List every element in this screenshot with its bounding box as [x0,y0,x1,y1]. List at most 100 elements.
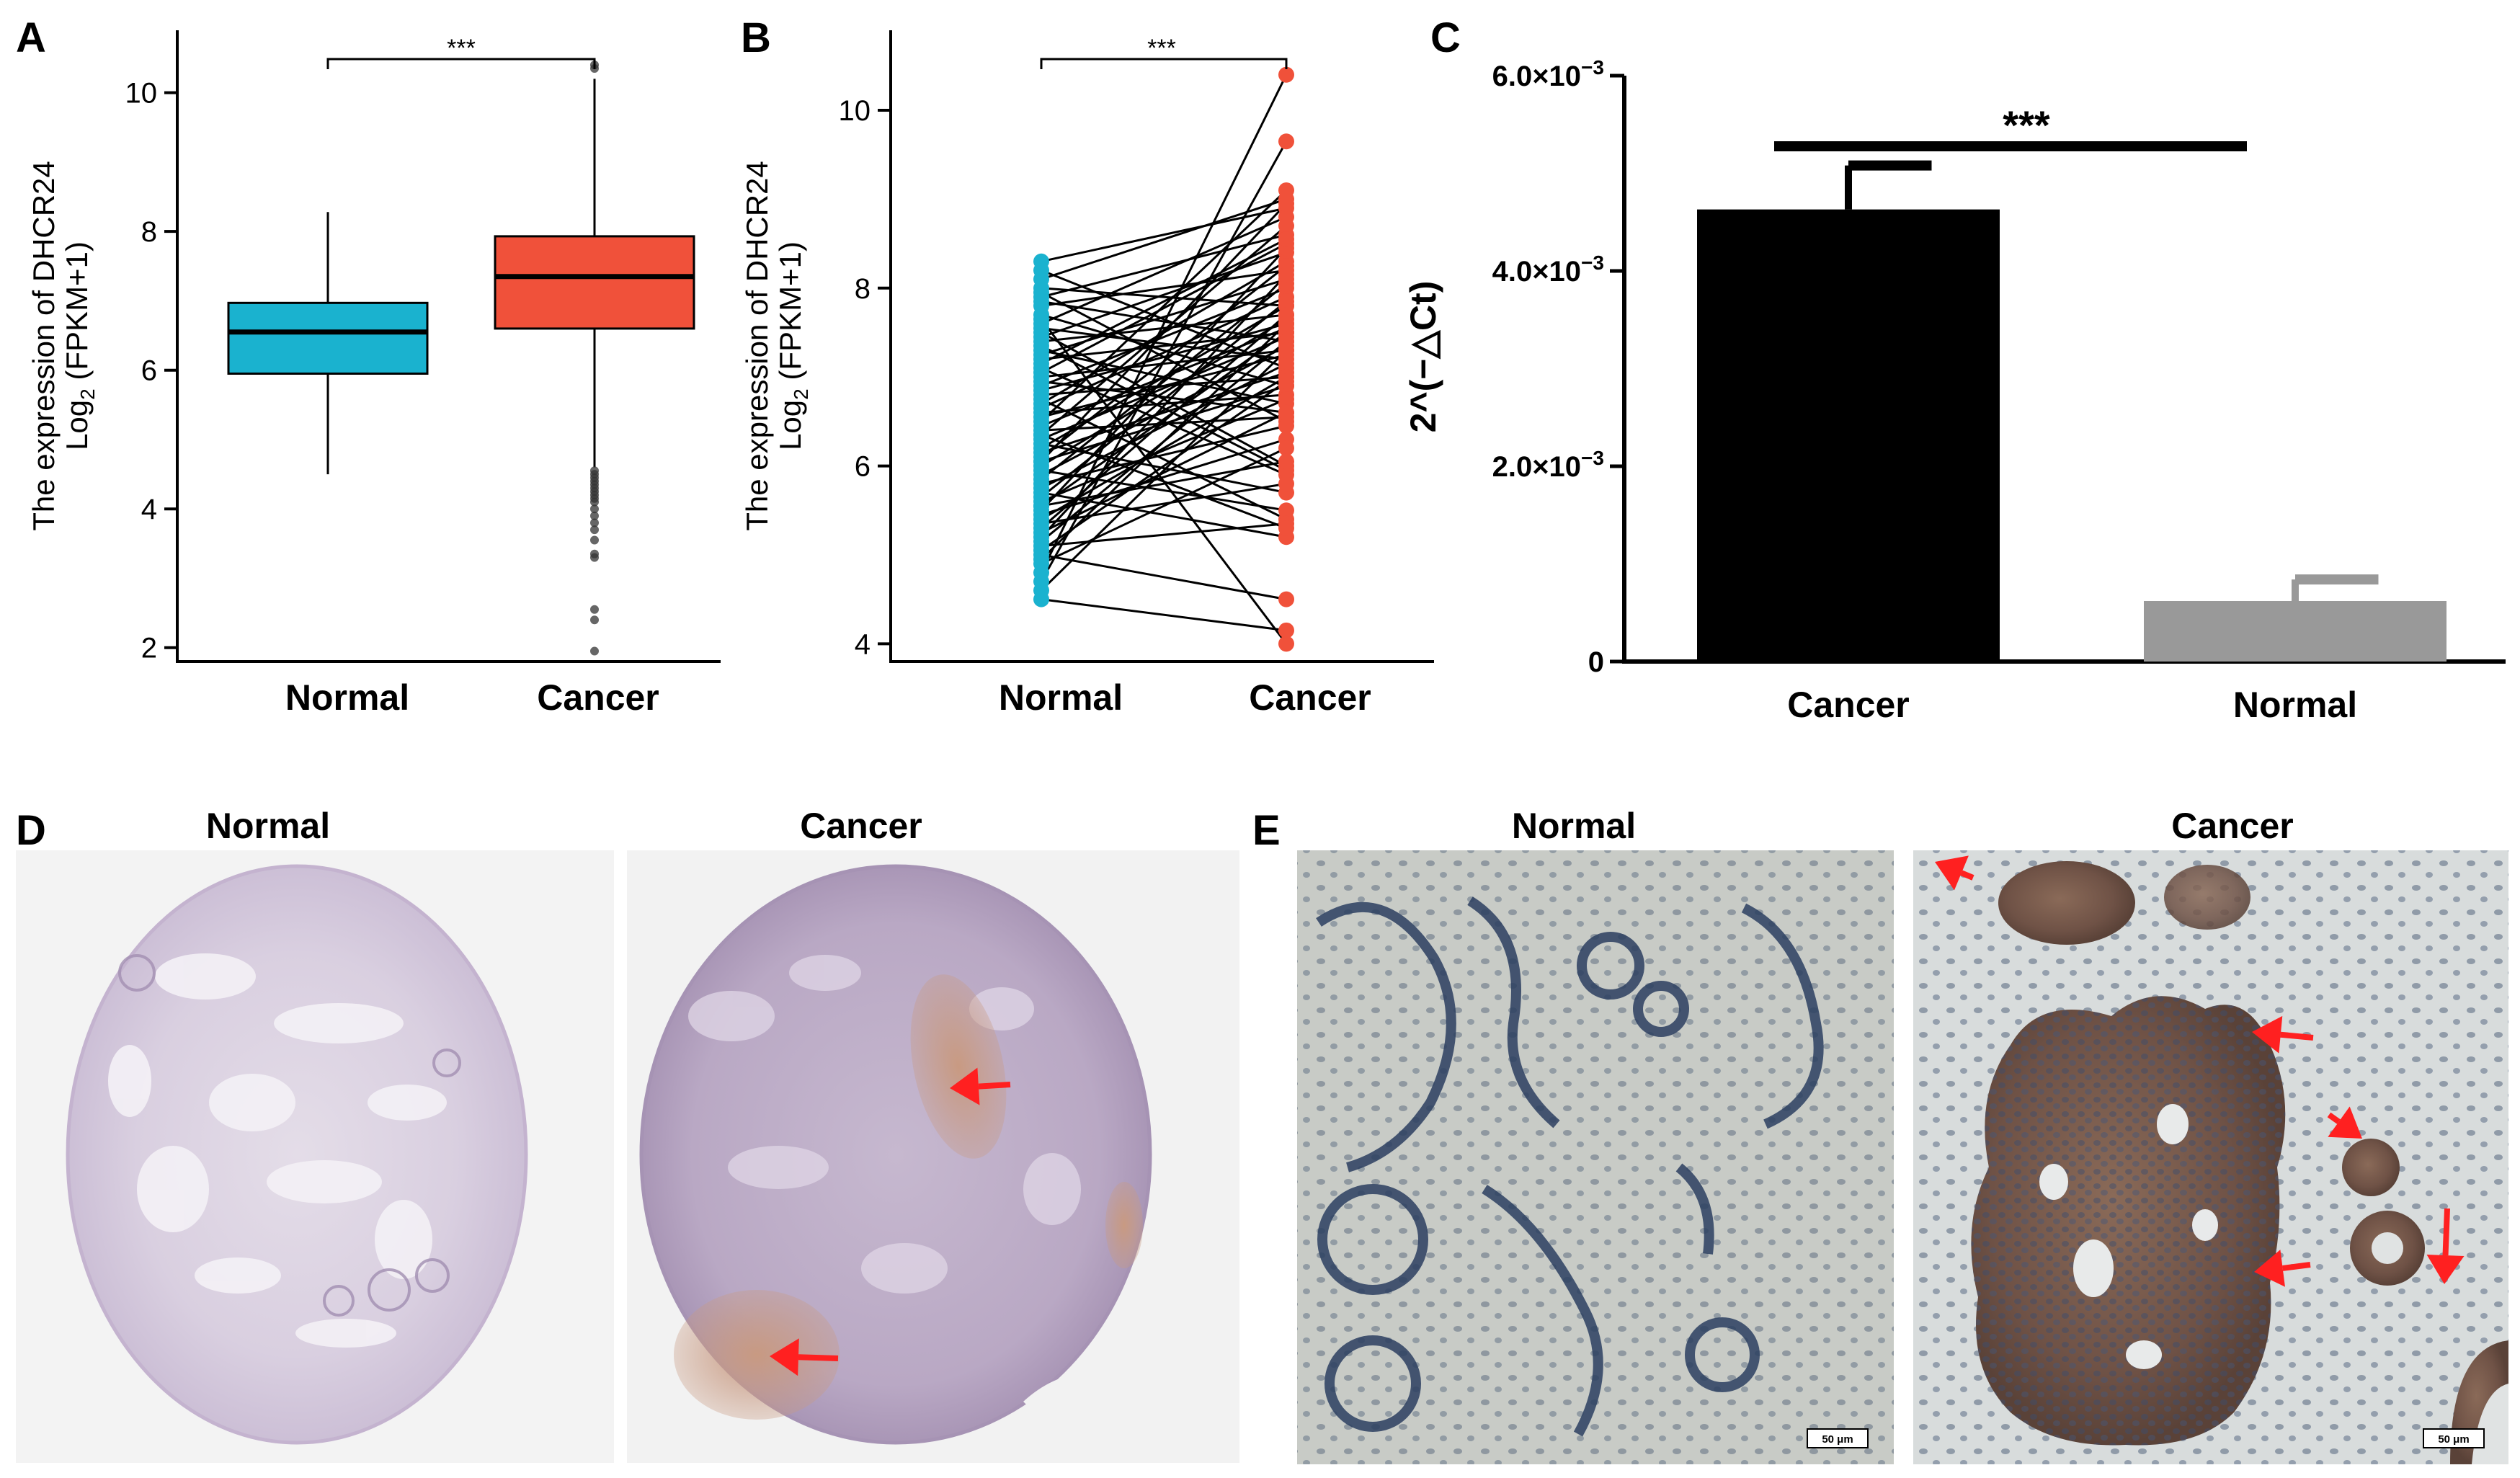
box-outlier [590,518,599,527]
panel-d-label: D [16,807,46,854]
point-normal [1033,311,1049,327]
pair-line [1041,491,1287,538]
box-outlier [590,646,599,656]
pair-line [1040,274,1288,538]
panel-a-y-ticks: 2 4 6 8 10 [125,78,177,664]
panel-b-tick-label: 8 [855,273,871,305]
panel-c-bars [1697,160,2446,662]
point-normal [1033,355,1049,372]
pair-line [1041,522,1287,548]
pair-line [1041,207,1287,263]
panel-a-tick-label: 8 [141,216,157,248]
pair-line [1040,74,1288,574]
panel-c-tick-label: 4.0×10−3 [1492,251,1604,288]
point-cancer [1278,195,1294,212]
panel-b: B 4 6 8 10 *** Normal Cancer The expression… [740,14,1434,718]
panel-a-y-label: The expression of DHCR24 Log2 (FPKM+1) [27,161,99,531]
red-arrow-head [1935,855,1969,891]
pair-line [1041,411,1287,534]
panel-d-title-cancer: Cancer [800,806,922,846]
pair-line [1041,598,1287,632]
box-outlier [590,511,599,520]
point-cancer [1278,66,1294,83]
panel-a-category-normal: Normal [285,677,409,718]
pair-line [1041,460,1287,507]
point-normal [1033,338,1049,354]
pair-line [1040,202,1288,463]
red-arrow-shaft [978,1082,1011,1090]
panel-a-tick-label: 10 [125,78,158,110]
point-cancer [1278,355,1294,372]
bar-cancer [1697,209,2000,662]
pair-line [1041,242,1287,374]
pair-line [1041,344,1287,472]
panel-a-tick-label: 6 [141,355,157,387]
panel-c-category-cancer: Cancer [1787,685,1910,725]
panel-d-title-normal: Normal [206,806,330,846]
pair-line [1041,318,1287,467]
pair-line [1041,344,1287,476]
pair-line [1041,433,1287,530]
tma-normal-image [16,850,614,1463]
pair-line [1040,247,1288,512]
red-arrow-shaft [2327,1112,2341,1124]
panel-a-y-label-line2: Log2 (FPKM+1) [60,241,99,450]
point-cancer [1278,316,1294,332]
panel-a-tick-label: 2 [141,633,157,664]
pair-line [1041,398,1287,503]
point-cancer [1278,520,1294,536]
panel-b-y-label-line2: Log2 (FPKM+1) [773,241,812,450]
pair-line [1041,442,1287,494]
pair-line [1041,371,1287,454]
point-cancer [1278,418,1294,435]
panel-a-boxes [227,61,695,656]
panel-b-significance: *** [1147,35,1176,62]
panel-a: A 2 4 6 8 10 *** Normal Cancer The expressio… [16,14,721,718]
box-outlier [590,504,599,514]
pair-line [1040,323,1288,561]
point-cancer [1278,404,1294,421]
panel-b-label: B [741,14,771,61]
pair-line [1041,238,1287,365]
point-cancer [1278,622,1294,638]
panel-b-tick-label: 6 [855,451,871,483]
panel-c-y-ticks: 0 2.0×10−3 4.0×10−3 6.0×10−3 [1492,56,1624,678]
point-cancer [1278,502,1294,519]
red-arrow-head [2252,1015,2283,1054]
annotation-arrows [770,855,2465,1376]
point-cancer [1278,476,1294,492]
panel-e-title-normal: Normal [1512,806,1636,846]
red-arrow-shaft [2442,1208,2450,1256]
panel-c-y-label: 2^(−△Ct) [1403,281,1443,433]
pair-line [1041,287,1287,387]
pair-line [1041,380,1287,552]
point-cancer [1278,591,1294,607]
panel-e: E Normal Cancer 50 μm [1252,806,2508,1464]
ihc-cancer-image: 50 μm [1913,850,2508,1464]
point-normal [1033,591,1049,607]
box-outlier [590,525,599,535]
point-cancer [1278,373,1294,390]
panel-b-pair-lines [1040,74,1288,645]
bar-normal [2144,600,2446,662]
pair-line [1041,301,1287,498]
point-cancer [1278,391,1294,408]
pair-line [1041,380,1287,414]
point-cancer [1278,293,1294,310]
pair-line [1041,282,1287,481]
panel-b-y-ticks: 4 6 8 10 [839,95,891,660]
panel-e-label: E [1252,807,1281,854]
panel-b-tick-label: 4 [855,628,871,660]
box-outlier [590,535,599,545]
red-arrow-head [950,1067,980,1105]
panel-c-tick-label: 0 [1588,646,1604,678]
box-outlier [590,605,599,614]
point-normal [1033,453,1049,470]
pair-line [1040,141,1288,582]
point-cancer [1278,182,1294,199]
red-arrow-shaft [2282,1262,2311,1271]
panel-c-significance-bracket: *** [1774,102,2247,151]
panel-b-y-label-line1: The expression of DHCR24 [740,161,774,531]
panel-b-tick-label: 10 [839,95,871,127]
